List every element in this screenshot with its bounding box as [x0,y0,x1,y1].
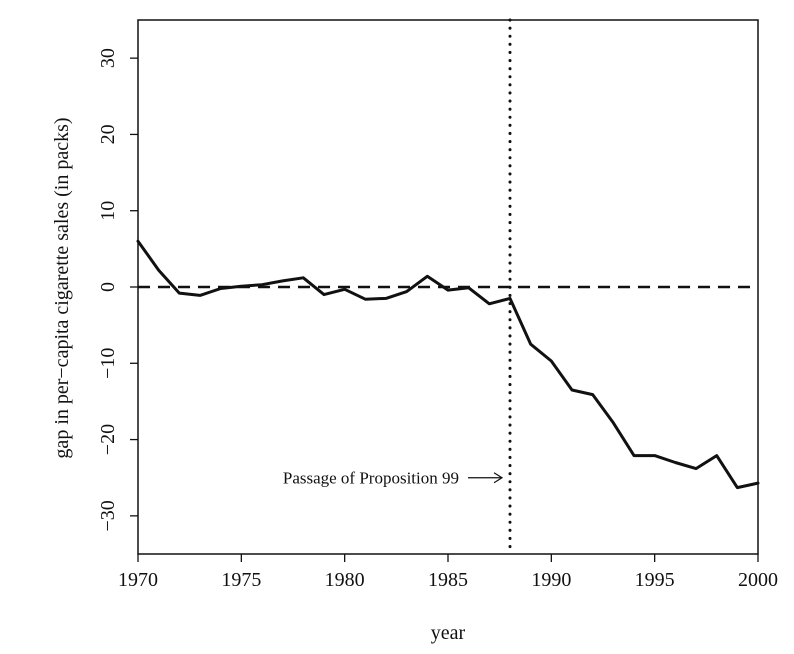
y-tick-label: −10 [97,348,119,379]
y-tick-label: 30 [97,48,119,68]
x-tick-label: 1995 [635,569,675,591]
y-tick-label: 10 [97,201,119,221]
x-tick-label: 1990 [531,569,571,591]
x-tick-label: 1970 [118,569,158,591]
y-tick-label: 20 [97,124,119,144]
x-tick-label: 1985 [428,569,468,591]
x-axis-title: year [431,622,466,644]
y-tick-label: −20 [97,424,119,455]
annotation-layer: Passage of Proposition 99 [283,469,504,488]
x-tick-label: 1980 [325,569,365,591]
y-tick-label: 0 [97,282,119,292]
annotation-arrow-head [493,472,504,484]
gap-series-line [136,239,760,490]
axes-layer: 1970 1975 1980 1985 1990 1995 2000 −30 −20 −10 0 10… [97,19,778,591]
x-tick-label: 2000 [738,569,778,591]
y-axis-title: gap in per−capita cigarette sales (in pa… [51,117,73,458]
annotation-label: Passage of Proposition 99 [283,469,459,488]
y-tick-label: −30 [97,500,119,531]
x-tick-label: 1975 [221,569,261,591]
series-layer [136,239,760,490]
